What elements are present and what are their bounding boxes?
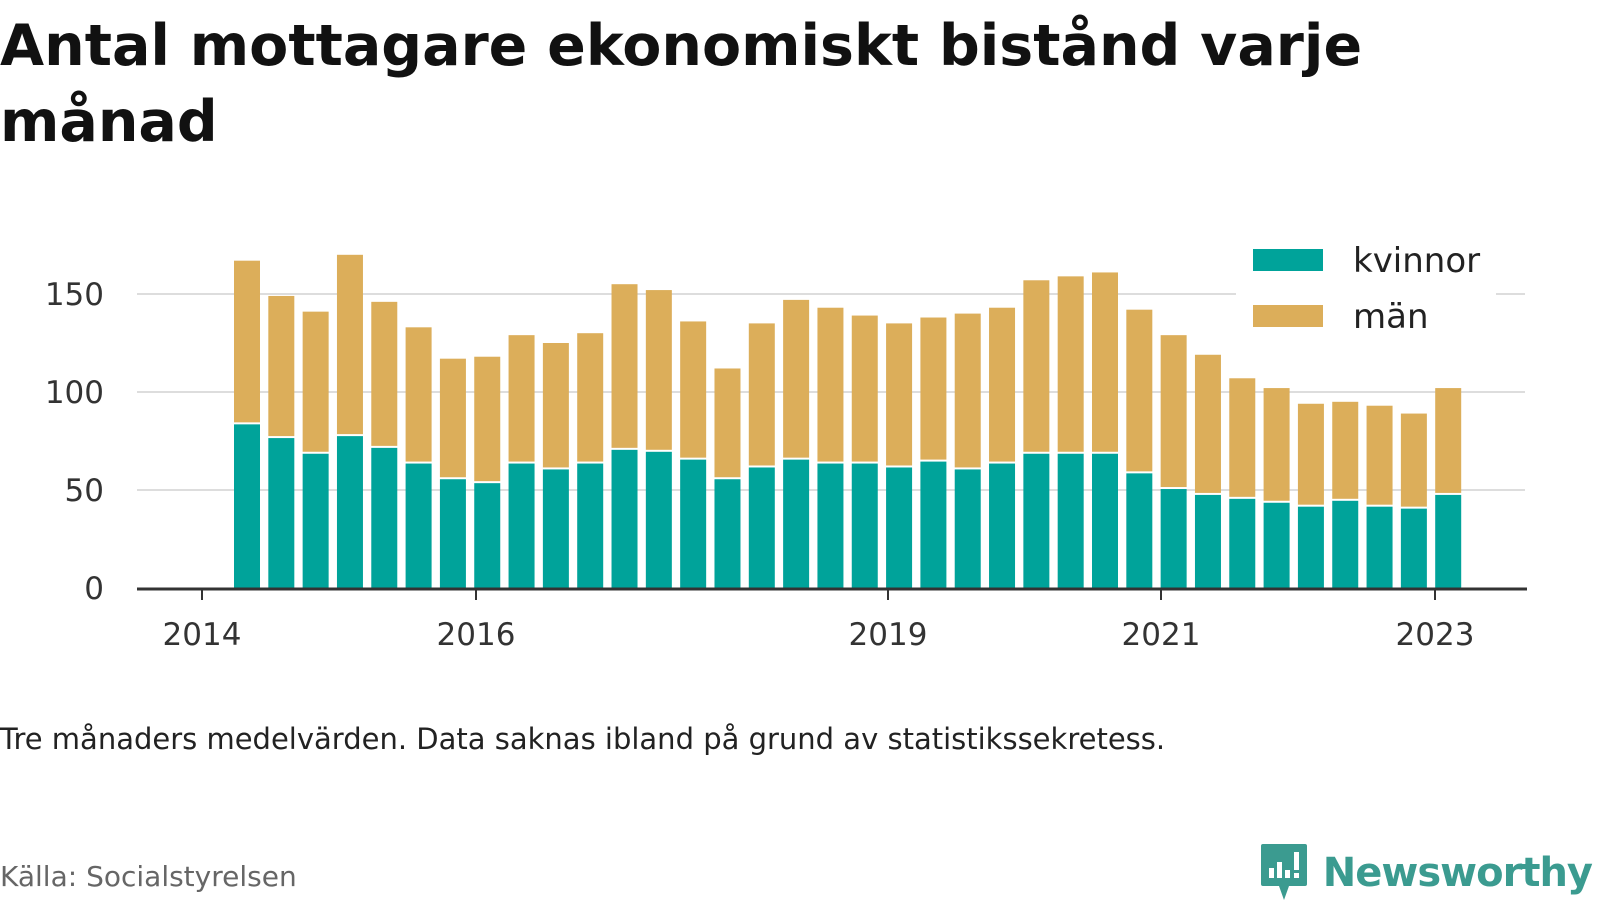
- bar-man: [714, 368, 741, 478]
- bar-man: [1023, 280, 1050, 452]
- bar-kvinnor: [1194, 494, 1221, 588]
- bar-man: [1263, 388, 1290, 501]
- bar-man: [439, 358, 466, 478]
- x-tick-label: 2014: [163, 617, 242, 653]
- bar-man: [302, 311, 329, 452]
- bar-kvinnor: [1400, 508, 1427, 588]
- bar-kvinnor: [851, 463, 878, 588]
- newsworthy-logo-icon: [1260, 844, 1307, 900]
- bar-kvinnor: [645, 451, 672, 588]
- legend-swatch-man: [1253, 305, 1323, 327]
- bar-kvinnor: [611, 449, 638, 588]
- bar-man: [886, 323, 913, 466]
- y-tick-label: 150: [45, 277, 104, 313]
- x-tick-label: 2021: [1122, 617, 1201, 653]
- bar-man: [405, 327, 432, 462]
- bar-kvinnor: [783, 459, 810, 588]
- bar-kvinnor: [508, 463, 535, 588]
- bars: [234, 254, 1462, 588]
- bar-kvinnor: [748, 467, 775, 588]
- y-tick-label: 0: [84, 571, 104, 607]
- bar-kvinnor: [1057, 453, 1084, 588]
- bar-kvinnor: [680, 459, 707, 588]
- bar-man: [371, 301, 398, 446]
- bar-kvinnor: [542, 469, 569, 588]
- bar-man: [989, 307, 1016, 462]
- legend-label-man: män: [1353, 297, 1429, 337]
- y-tick-label: 50: [65, 473, 104, 509]
- bar-man: [920, 317, 947, 460]
- bar-man: [474, 356, 501, 482]
- bar-kvinnor: [302, 453, 329, 588]
- bar-man: [1057, 276, 1084, 452]
- bar-kvinnor: [439, 479, 466, 588]
- bar-man: [234, 260, 260, 423]
- bar-kvinnor: [920, 461, 947, 588]
- bar-kvinnor: [1126, 473, 1153, 588]
- bar-man: [680, 321, 707, 458]
- bar-man: [1194, 354, 1221, 493]
- bar-man: [954, 313, 981, 468]
- bar-kvinnor: [1332, 500, 1359, 588]
- bar-man: [268, 295, 295, 437]
- bar-kvinnor: [234, 424, 260, 588]
- bar-kvinnor: [817, 463, 844, 588]
- bar-kvinnor: [714, 479, 741, 588]
- bar-kvinnor: [1435, 494, 1462, 588]
- bar-man: [1297, 403, 1324, 505]
- bar-kvinnor: [577, 463, 604, 588]
- bar-man: [336, 254, 363, 435]
- bar-man: [1400, 413, 1427, 507]
- bar-man: [748, 323, 775, 466]
- bar-man: [577, 333, 604, 462]
- bar-man: [1435, 388, 1462, 493]
- bar-man: [611, 284, 638, 448]
- bar-kvinnor: [886, 467, 913, 588]
- y-axis-ticks: 0 50 100 150: [45, 277, 104, 607]
- bar-kvinnor: [1229, 498, 1256, 588]
- bar-man: [783, 299, 810, 458]
- legend: kvinnor män: [1236, 232, 1496, 344]
- chart-note: Tre månaders medelvärden. Data saknas ib…: [0, 722, 1166, 756]
- bar-kvinnor: [405, 463, 432, 588]
- stacked-bar-chart: 0 50 100 150 2014 2016 2019 2021 2023 kvinnor m…: [44, 232, 1527, 653]
- bar-kvinnor: [336, 436, 363, 588]
- bar-kvinnor: [1092, 453, 1118, 588]
- brand-logo: Newsworthy: [1259, 843, 1593, 903]
- bar-kvinnor: [1263, 502, 1290, 588]
- bar-man: [508, 335, 535, 462]
- bar-man: [1160, 335, 1187, 488]
- bar-man: [851, 315, 878, 462]
- x-tick-label: 2016: [437, 617, 516, 653]
- legend-label-kvinnor: kvinnor: [1353, 241, 1480, 281]
- bar-kvinnor: [268, 438, 295, 588]
- x-axis-ticks: 2014 2016 2019 2021 2023: [163, 589, 1475, 653]
- bar-man: [542, 343, 569, 468]
- chart-title: Antal mottagare ekonomiskt bistånd varje…: [0, 13, 1363, 155]
- y-tick-label: 100: [45, 375, 104, 411]
- bar-kvinnor: [1023, 453, 1050, 588]
- bar-kvinnor: [371, 447, 398, 588]
- bar-kvinnor: [989, 463, 1016, 588]
- x-tick-label: 2023: [1396, 617, 1475, 653]
- bar-kvinnor: [1160, 489, 1187, 588]
- bar-man: [817, 307, 844, 462]
- bar-kvinnor: [1297, 506, 1324, 588]
- bar-man: [1126, 309, 1153, 472]
- bar-man: [1092, 272, 1118, 452]
- bar-man: [1366, 405, 1393, 505]
- bar-kvinnor: [954, 469, 981, 588]
- x-tick-label: 2019: [849, 617, 928, 653]
- bar-kvinnor: [474, 483, 501, 588]
- source-label: Källa: Socialstyrelsen: [0, 860, 297, 893]
- legend-swatch-kvinnor: [1253, 249, 1323, 271]
- bar-man: [1332, 401, 1359, 499]
- bar-kvinnor: [1366, 506, 1393, 588]
- bar-man: [645, 290, 672, 450]
- bar-man: [1229, 378, 1256, 497]
- brand-name: Newsworthy: [1322, 850, 1593, 896]
